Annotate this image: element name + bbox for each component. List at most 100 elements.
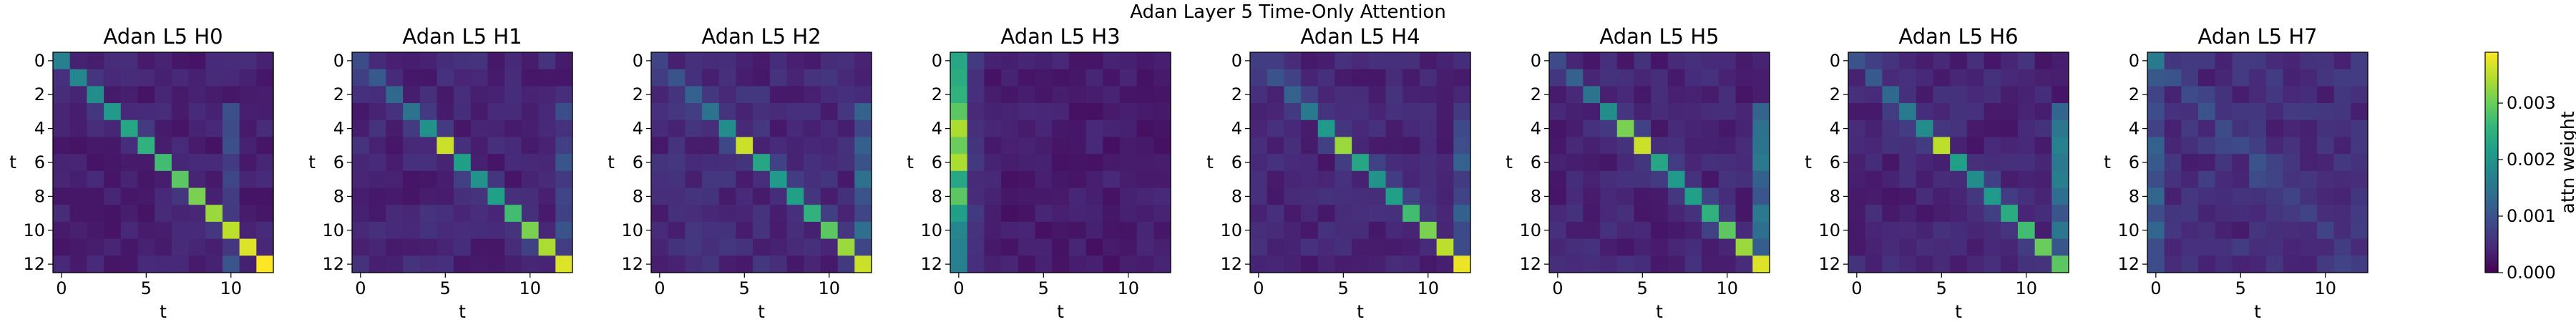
heatmap-cell (1250, 103, 1268, 121)
heatmap-cell (1600, 52, 1618, 70)
heatmap-cell (2181, 238, 2199, 256)
heatmap-cell (188, 170, 206, 189)
heatmap-cell (1250, 154, 1268, 172)
heatmap-cell (2034, 86, 2052, 104)
heatmap-cell (521, 170, 540, 189)
heatmap-cell (1600, 221, 1618, 240)
heatmap-cell (1436, 86, 1454, 104)
heatmap-cell (854, 86, 872, 104)
heatmap-cell (120, 187, 139, 205)
colorbar-tick-label: 0.003 (2507, 93, 2556, 113)
heatmap-cell (736, 86, 753, 104)
heatmap-cell (369, 137, 386, 155)
heatmap-cell (1950, 238, 1968, 256)
heatmap-cell (1317, 52, 1336, 70)
heatmap-cell (1950, 170, 1968, 189)
y-tick-label: 4 (1531, 119, 1541, 139)
panel-title: Adan L5 H4 (1300, 24, 1420, 49)
heatmap-cell (1103, 221, 1121, 240)
heatmap-cell (1667, 154, 1686, 172)
heatmap-cell (1865, 137, 1883, 155)
heatmap-cell (53, 119, 71, 138)
heatmap-cell (1085, 187, 1103, 205)
heatmap-cell (950, 187, 968, 205)
heatmap-cell (538, 69, 556, 87)
y-tick-label: 12 (920, 254, 942, 274)
heatmap-cell (1667, 137, 1686, 155)
heatmap-cell (188, 119, 206, 138)
heatmap-cell (2300, 187, 2318, 205)
heatmap-cell (487, 137, 505, 155)
heatmap-cell (718, 52, 737, 70)
heatmap-cell (1549, 170, 1567, 189)
heatmap-cell (1153, 69, 1171, 87)
heatmap-cell (538, 137, 556, 155)
heatmap-cell (1301, 52, 1319, 70)
heatmap-cell (651, 170, 669, 189)
heatmap-cell (1634, 187, 1652, 205)
heatmap-cell (419, 255, 438, 273)
heatmap-cell (155, 221, 172, 240)
heatmap-cell (222, 119, 240, 138)
heatmap-cell (104, 103, 122, 121)
heatmap-cell (1352, 119, 1370, 138)
heatmap-cell (1616, 170, 1635, 189)
heatmap-cell (1103, 255, 1121, 273)
heatmap-cell (2316, 52, 2335, 70)
x-axis-label: t (1656, 301, 1663, 322)
heatmap-cell (2283, 86, 2301, 104)
heatmap-cell (1718, 238, 1737, 256)
heatmap-cell (436, 52, 454, 70)
heatmap-cell (1335, 137, 1352, 155)
heatmap-panel-2: Adan L5 H2 0 5 10 0 2 4 6 8 10 12 t t (608, 24, 872, 322)
panel-title: Adan L5 H7 (2197, 24, 2317, 49)
heatmap-cell (1085, 119, 1103, 138)
heatmap-cell (222, 221, 240, 240)
heatmap-cell (2001, 170, 2019, 189)
x-axis-label: t (1955, 301, 1962, 322)
heatmap-cell (1882, 52, 1900, 70)
heatmap-cell (2147, 69, 2165, 87)
heatmap-cell (1402, 69, 1420, 87)
heatmap-cell (419, 187, 438, 205)
x-tick-label: 5 (739, 278, 750, 298)
heatmap-cell (1368, 255, 1387, 273)
heatmap-cell (2034, 187, 2052, 205)
heatmap-cell (1616, 52, 1635, 70)
heatmap-cell (1284, 238, 1302, 256)
heatmap-cell (1933, 255, 1951, 273)
heatmap-cell (2001, 137, 2019, 155)
heatmap-cell (369, 52, 386, 70)
heatmap-cell (1702, 52, 1719, 70)
heatmap-cell (2249, 86, 2267, 104)
heatmap-cell (786, 170, 804, 189)
heatmap-cell (1419, 255, 1438, 273)
heatmap-cell (403, 154, 421, 172)
heatmap-cell (1583, 187, 1601, 205)
heatmap-cell (1385, 69, 1403, 87)
heatmap-cell (436, 86, 454, 104)
heatmap-cell (504, 255, 522, 273)
heatmap-cell (2181, 170, 2199, 189)
heatmap-cell (2283, 137, 2301, 155)
heatmap-cell (1368, 187, 1387, 205)
heatmap-cell (1267, 238, 1284, 256)
heatmap-cell (1966, 170, 1985, 189)
x-tick-label: 5 (1338, 278, 1349, 298)
heatmap-cell (352, 187, 370, 205)
heatmap-cell (1119, 52, 1138, 70)
x-axis-label: t (1357, 301, 1364, 322)
heatmap-cell (753, 137, 771, 155)
heatmap-cell (837, 154, 855, 172)
x-tick-label: 0 (654, 278, 665, 298)
y-tick-label: 12 (621, 254, 643, 274)
x-axis-label: t (160, 301, 167, 322)
heatmap-cell (256, 238, 274, 256)
heatmap-cell (1119, 205, 1138, 223)
heatmap-cell (1018, 221, 1036, 240)
heatmap-cell (1453, 52, 1471, 70)
heatmap-cell (1933, 205, 1951, 223)
heatmap-cell (1634, 255, 1652, 273)
heatmap-cell (1735, 255, 1753, 273)
heatmap-cell (69, 137, 87, 155)
